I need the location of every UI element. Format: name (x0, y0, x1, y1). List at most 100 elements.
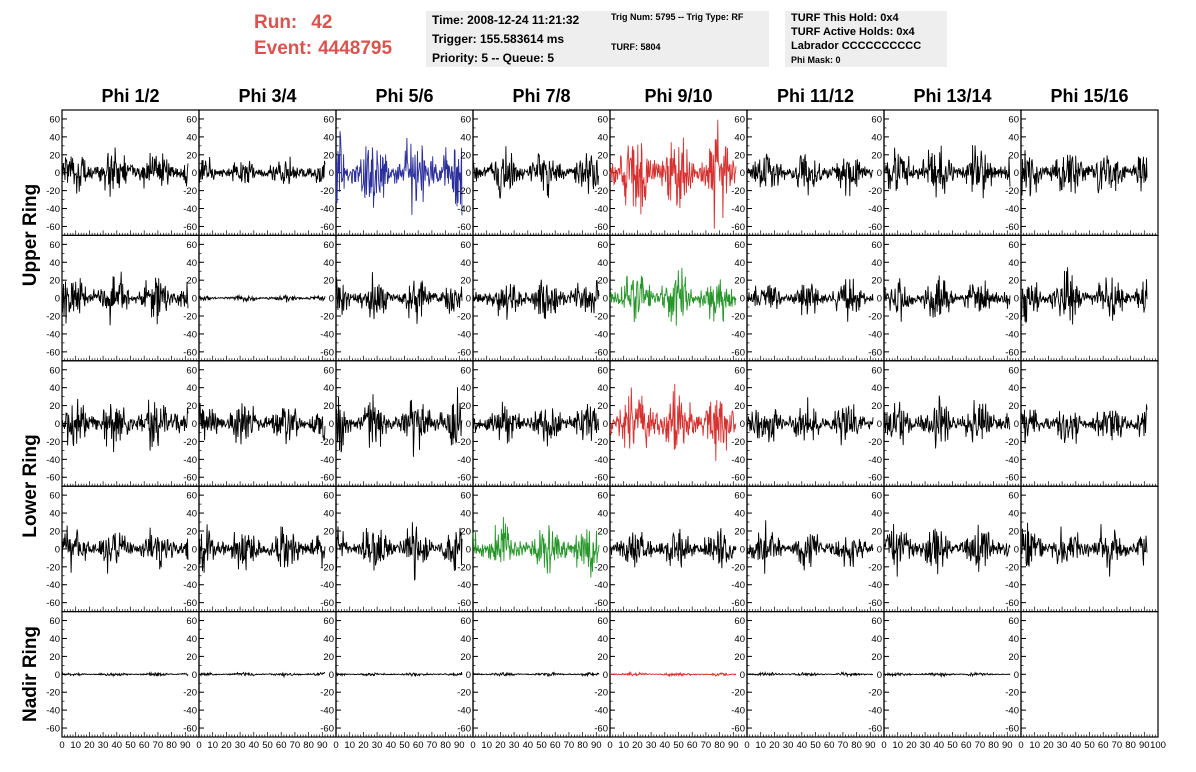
y-tick-label: -60 (1005, 598, 1019, 609)
y-tick-label: 40 (871, 509, 882, 520)
time-text: Time: 2008-12-24 11:21:32 (432, 13, 580, 27)
x-tick-label: 80 (440, 740, 451, 751)
turf-text: TURF: 5804 (611, 42, 661, 52)
waveform-panel: 60 40 20 0 -20 -40 -60 (1005, 234, 1159, 362)
y-tick-label: -40 (46, 706, 60, 717)
y-tick-label: 40 (597, 132, 608, 143)
y-tick-label: 40 (186, 132, 197, 143)
x-tick-label: 70 (838, 740, 849, 751)
y-tick-label: 20 (186, 276, 197, 287)
waveform-line (198, 293, 326, 303)
y-tick-label: -60 (457, 347, 471, 358)
run-value: 42 (311, 12, 333, 33)
y-tick-label: -20 (457, 437, 471, 448)
waveform-line (335, 522, 463, 581)
y-tick-label: -60 (320, 598, 334, 609)
waveform-panel: 60 40 20 0 -20 -40 -60 (457, 234, 611, 362)
waveform-panel: 60 40 20 0 -20 -40 -60 (457, 360, 611, 487)
y-tick-label: 60 (734, 491, 745, 502)
waveform-line (335, 387, 463, 457)
y-tick-label: -60 (594, 724, 608, 735)
y-tick-label: 40 (323, 258, 334, 269)
y-tick-label: -40 (457, 455, 471, 466)
y-tick-label: 0 (329, 670, 334, 681)
y-tick-label: 20 (1008, 150, 1019, 161)
y-tick-label: -20 (868, 437, 882, 448)
y-tick-label: -20 (1005, 688, 1019, 699)
x-tick-label: 30 (920, 740, 931, 751)
waveform-line (61, 671, 189, 678)
y-tick-label: -60 (1005, 473, 1019, 484)
x-tick-label: 80 (1125, 740, 1136, 751)
x-tick-label: 60 (139, 740, 150, 751)
y-tick-label: -40 (183, 329, 197, 340)
x-tick-label: 40 (934, 740, 945, 751)
y-tick-label: 0 (192, 294, 197, 305)
x-tick-label: 10 (892, 740, 903, 751)
waveform-line (61, 398, 189, 453)
x-tick-label: 50 (125, 740, 136, 751)
waveform-panel: 60 40 20 0 -20 -40 -60 (594, 234, 748, 362)
y-tick-label: 60 (1008, 365, 1019, 376)
y-tick-label: -40 (46, 329, 60, 340)
waveform-panel: 60 40 20 0 -20 -40 -60 (594, 109, 748, 237)
y-tick-label: 0 (1014, 670, 1019, 681)
y-tick-label: 40 (871, 258, 882, 269)
x-tick-label: 10 (70, 740, 81, 751)
y-tick-label: 60 (186, 365, 197, 376)
x-tick-label: 0 (196, 740, 201, 751)
y-tick-label: 20 (460, 150, 471, 161)
y-tick-label: 20 (323, 652, 334, 663)
y-tick-label: 40 (734, 509, 745, 520)
y-tick-label: 20 (734, 652, 745, 663)
y-tick-label: -60 (320, 222, 334, 233)
y-tick-label: 60 (460, 365, 471, 376)
y-tick-label: -40 (868, 455, 882, 466)
waveform-line (1020, 522, 1148, 577)
y-tick-label: 40 (1008, 634, 1019, 645)
panel-frame (1020, 610, 1159, 738)
trig-num-type-text: Trig Num: 5795 -- Trig Type: RF (611, 12, 744, 22)
column-title: Phi 11/12 (776, 86, 855, 106)
y-tick-label: 60 (871, 114, 882, 125)
column-title: Phi 1/2 (101, 86, 160, 106)
y-tick-label: -60 (868, 724, 882, 735)
x-tick-label: 70 (701, 740, 712, 751)
waveform-line (609, 671, 737, 678)
y-tick-label: 60 (49, 365, 60, 376)
x-tick-label: 40 (797, 740, 808, 751)
x-tick-label: 50 (947, 740, 958, 751)
y-tick-label: 40 (1008, 258, 1019, 269)
y-tick-label: 0 (740, 544, 745, 555)
y-tick-label: -40 (594, 706, 608, 717)
x-tick-label: 60 (824, 740, 835, 751)
y-tick-label: 0 (603, 294, 608, 305)
y-tick-label: -40 (183, 580, 197, 591)
y-tick-label: -20 (320, 312, 334, 323)
x-tick-label: 50 (810, 740, 821, 751)
y-tick-label: 40 (734, 634, 745, 645)
turf-info-box: TURF This Hold: 0x4 TURF Active Holds: 0… (785, 11, 947, 67)
y-tick-label: -20 (183, 688, 197, 699)
y-tick-label: -20 (1005, 186, 1019, 197)
x-tick-label: 20 (906, 740, 917, 751)
x-tick-label: 60 (550, 740, 561, 751)
y-tick-label: 0 (55, 670, 60, 681)
run-line: Run: 42 (254, 10, 424, 36)
x-tick-label: 30 (98, 740, 109, 751)
y-tick-label: -20 (320, 688, 334, 699)
y-tick-label: 20 (1008, 401, 1019, 412)
x-tick-label: 10 (344, 740, 355, 751)
y-tick-label: 40 (49, 634, 60, 645)
y-tick-label: -20 (731, 312, 745, 323)
waveform-panel: 60 40 20 0 -20 -40 -60 (868, 485, 1022, 613)
y-tick-label: 60 (323, 365, 334, 376)
y-tick-label: 0 (877, 294, 882, 305)
y-tick-label: -60 (46, 473, 60, 484)
x-tick-label: 40 (112, 740, 123, 751)
y-tick-label: 20 (460, 276, 471, 287)
y-tick-label: 0 (55, 419, 60, 430)
waveform-line (609, 267, 737, 326)
